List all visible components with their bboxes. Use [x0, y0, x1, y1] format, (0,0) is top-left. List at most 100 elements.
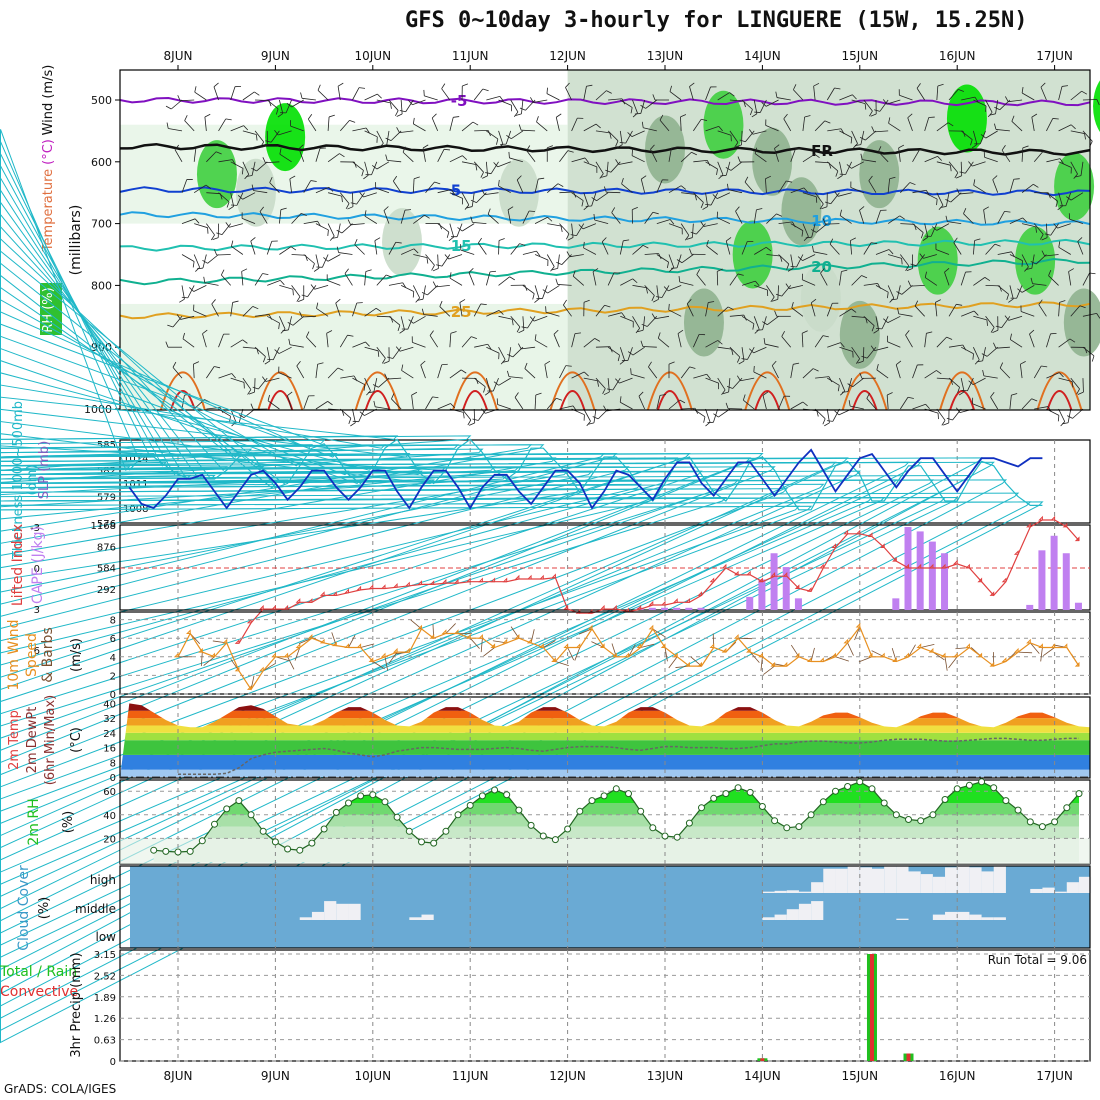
thickness-tick-label: 585: [97, 440, 116, 451]
wind-barb: [194, 86, 197, 93]
wind-speed-marker: [502, 638, 508, 644]
rh2m-marker: [783, 824, 791, 832]
wind-barb-surface: [543, 640, 556, 648]
wind-barb: [242, 130, 257, 135]
wind-barb: [413, 254, 428, 259]
wind-barb: [741, 358, 748, 360]
wind-barb: [365, 127, 370, 134]
date-label-bottom: 10JUN: [355, 1069, 392, 1083]
wind-barb: [730, 161, 743, 171]
wind-barb: [595, 90, 607, 101]
legend-total-rain: Total / Rain: [0, 964, 77, 980]
wind-barb: [994, 123, 997, 130]
wind-barb: [641, 121, 644, 128]
wind-barb: [592, 416, 599, 420]
wind-barb: [888, 122, 901, 132]
wind-barb: [680, 366, 690, 379]
wind-barb: [1058, 408, 1066, 422]
wind-barb: [973, 99, 987, 107]
wind-barb: [565, 87, 572, 101]
rh-blob: [752, 127, 793, 196]
lifted-index-marker: [259, 604, 264, 610]
wind-barb: [1058, 246, 1071, 255]
wind-speed-marker: [514, 634, 520, 639]
wind-barb: [256, 161, 268, 172]
wind-barb: [412, 342, 426, 348]
wind-barb: [686, 237, 693, 240]
wind-barb: [960, 271, 966, 286]
wind-barb: [472, 418, 479, 421]
lifted-index-tick-label: 3: [34, 605, 40, 616]
wind-barb: [402, 146, 406, 153]
wind-barb: [363, 384, 366, 391]
wind-barb: [485, 271, 491, 286]
wind-barb: [813, 251, 828, 255]
wind-barb: [764, 343, 779, 348]
wind-barb: [725, 402, 729, 409]
wind-barb: [439, 300, 443, 307]
wind-barb: [461, 336, 472, 348]
wind-barb: [926, 331, 933, 334]
wind-barb: [456, 223, 463, 237]
wind-barb: [898, 144, 905, 149]
wind-barb: [959, 192, 974, 195]
wind-barb: [498, 347, 506, 360]
wind-barb: [604, 304, 611, 308]
wind-barb: [298, 148, 305, 162]
wind-barb: [1067, 415, 1073, 419]
wind-barb: [935, 299, 941, 303]
wind-barb: [1030, 261, 1037, 265]
wind-barb: [868, 180, 877, 193]
wind-barb: [251, 167, 257, 172]
wind-barb: [783, 118, 792, 132]
wind-barb: [897, 307, 900, 314]
wind-barb: [254, 130, 264, 143]
lifted-index-marker: [1001, 577, 1007, 583]
wind-barb: [216, 232, 223, 236]
wind-barb: [348, 418, 352, 424]
wind-barb: [801, 333, 804, 348]
surface-heat-contour: [656, 389, 683, 411]
wind-barb: [563, 304, 572, 317]
wind-barb: [473, 161, 484, 173]
rh2m-marker: [661, 832, 669, 840]
wind-barb: [545, 311, 560, 317]
rh-band: [153, 826, 1079, 839]
wind-barb: [248, 391, 255, 395]
wind-barb: [703, 223, 718, 227]
wind-barb: [439, 306, 451, 317]
rh-base-band: [120, 838, 1090, 864]
wind-barb: [486, 95, 501, 101]
cloud-bar: [811, 882, 824, 893]
wind-barb: [973, 315, 988, 321]
lifted-index-marker: [417, 580, 423, 585]
wind-barb: [534, 216, 548, 224]
wind-barb: [386, 130, 390, 145]
wind-barb: [507, 206, 514, 211]
wind-speed-marker: [222, 638, 228, 644]
wind-barb: [899, 397, 909, 410]
wind-barb: [574, 332, 581, 335]
wind-barb: [176, 314, 181, 320]
wind-barb: [354, 244, 365, 255]
wind-barb: [187, 285, 195, 299]
cloud-bar: [981, 871, 994, 893]
wind-speed-marker: [746, 647, 751, 653]
wind-barb: [256, 134, 258, 141]
wind-barb: [992, 329, 999, 333]
wind-barb: [279, 246, 292, 255]
wind-barb: [390, 102, 392, 109]
wind-barb: [620, 278, 633, 286]
wind-barb: [218, 159, 233, 163]
wind-barb: [556, 397, 563, 401]
precip-frame: [119, 949, 1091, 1062]
wind-barb: [873, 329, 879, 334]
wind-barb: [994, 106, 1000, 111]
date-label-top: 9JUN: [261, 49, 290, 63]
wind-barb: [851, 308, 857, 313]
wind-tick-label: 6: [110, 634, 116, 645]
date-label-top: 8JUN: [164, 49, 193, 63]
wind-barb: [960, 130, 973, 140]
lifted-index-marker: [295, 598, 301, 603]
wind-barb: [399, 346, 414, 352]
